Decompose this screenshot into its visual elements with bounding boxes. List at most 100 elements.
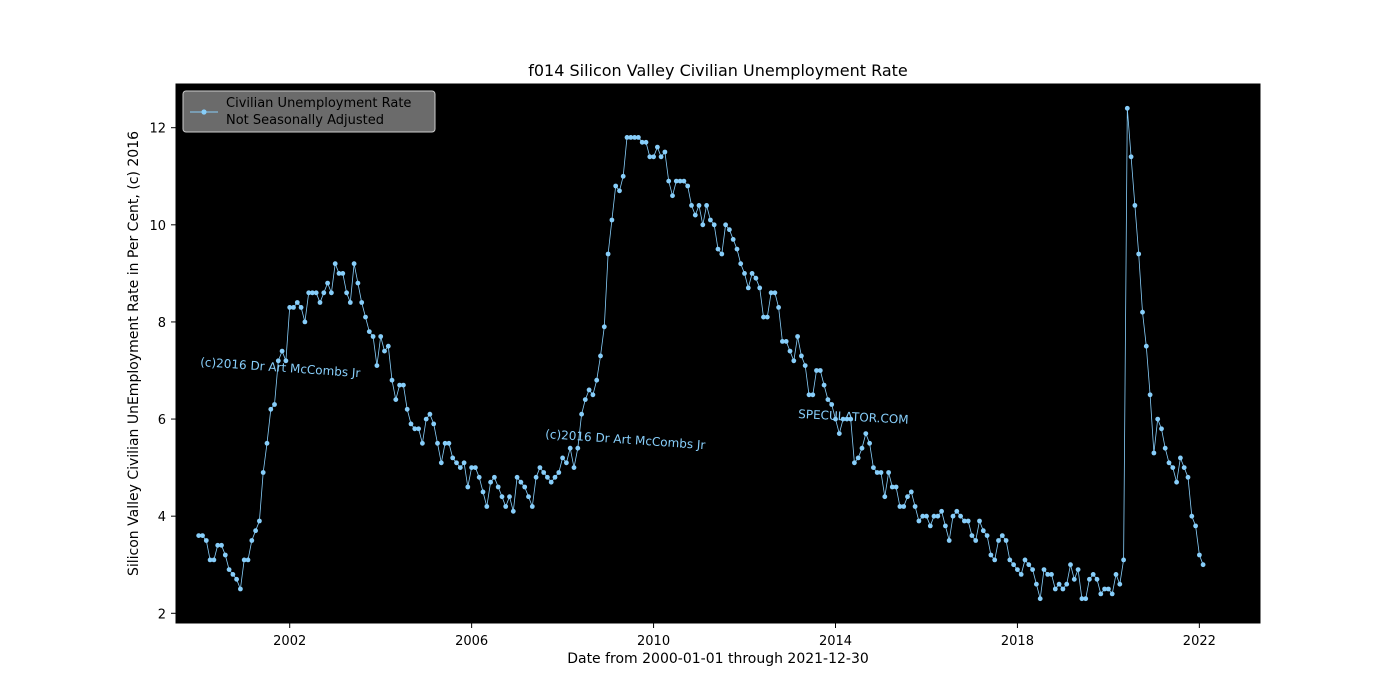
data-point — [620, 173, 626, 179]
y-tick-label: 6 — [158, 413, 166, 428]
data-point — [416, 426, 421, 432]
data-point — [598, 353, 603, 359]
data-point — [1147, 392, 1153, 398]
data-point — [1181, 465, 1187, 470]
data-point — [465, 484, 471, 490]
data-point — [1113, 572, 1119, 577]
data-point — [313, 290, 319, 296]
data-point — [393, 397, 399, 402]
data-point — [931, 513, 937, 519]
data-point — [662, 149, 668, 155]
data-point — [871, 465, 876, 470]
data-point — [1049, 572, 1054, 577]
data-point — [211, 557, 217, 563]
data-point — [401, 382, 406, 388]
data-point — [446, 440, 452, 446]
x-tick-label: 2002 — [273, 634, 306, 649]
data-point — [336, 271, 342, 276]
data-point — [1090, 572, 1096, 577]
data-point — [552, 474, 558, 480]
data-point — [461, 460, 467, 466]
data-point — [408, 421, 414, 427]
data-point — [548, 479, 554, 485]
data-point — [518, 479, 524, 485]
data-point — [855, 455, 861, 461]
data-point — [302, 319, 308, 325]
data-point — [370, 334, 376, 339]
data-point — [617, 188, 622, 194]
data-point — [730, 237, 736, 242]
data-point — [795, 334, 800, 339]
data-point — [222, 552, 228, 558]
data-point — [347, 300, 353, 305]
data-point — [1022, 557, 1028, 563]
data-point — [836, 431, 842, 436]
data-point — [783, 339, 789, 344]
data-point — [950, 513, 956, 519]
data-point — [700, 222, 706, 228]
data-point — [1185, 474, 1191, 480]
data-point — [927, 523, 933, 529]
data-point — [412, 426, 418, 432]
data-point — [817, 368, 823, 373]
data-point — [867, 440, 872, 446]
data-point — [344, 290, 349, 296]
data-point — [749, 271, 755, 276]
data-point — [260, 470, 266, 475]
data-point — [234, 576, 240, 582]
data-point — [450, 455, 456, 461]
data-point — [1034, 581, 1039, 587]
x-axis-label: Date from 2000-01-01 through 2021-12-30 — [567, 651, 869, 667]
data-point — [1121, 557, 1126, 563]
data-point — [840, 416, 846, 422]
data-point — [924, 513, 929, 519]
data-point — [499, 494, 505, 500]
data-point — [764, 314, 770, 320]
data-point — [1197, 552, 1202, 558]
data-point — [711, 222, 717, 228]
data-point — [852, 460, 857, 466]
data-point — [385, 343, 391, 349]
legend-label-line2: Not Seasonally Adjusted — [226, 113, 384, 128]
data-point — [268, 406, 274, 412]
data-point — [230, 572, 236, 577]
y-tick-label: 12 — [149, 122, 166, 137]
data-point — [378, 334, 384, 339]
data-point — [257, 518, 262, 524]
data-point — [901, 504, 907, 509]
data-point — [772, 290, 778, 296]
data-point — [1087, 576, 1092, 582]
data-point — [1075, 567, 1081, 572]
data-point — [878, 470, 884, 475]
data-point — [632, 135, 637, 140]
data-point — [848, 416, 854, 422]
data-point — [1109, 591, 1115, 597]
data-point — [723, 222, 728, 228]
data-point — [859, 445, 865, 451]
data-point — [1071, 576, 1077, 582]
data-point — [889, 484, 895, 490]
data-point — [825, 397, 831, 402]
data-point — [1011, 562, 1016, 568]
data-point — [275, 358, 281, 364]
data-point — [905, 494, 910, 500]
data-point — [1079, 596, 1085, 602]
data-point — [833, 416, 838, 422]
data-point — [480, 489, 486, 495]
data-point — [454, 460, 459, 466]
data-point — [814, 368, 819, 373]
data-point — [647, 154, 653, 160]
data-point — [613, 183, 619, 189]
data-point — [423, 416, 429, 422]
data-point — [484, 504, 490, 509]
data-point — [241, 557, 247, 563]
data-point — [382, 348, 387, 354]
data-point — [897, 504, 903, 509]
data-point — [810, 392, 816, 398]
data-point — [882, 494, 888, 500]
data-point — [431, 421, 437, 427]
data-point — [780, 339, 785, 344]
data-point — [507, 494, 512, 500]
data-point — [988, 552, 994, 558]
